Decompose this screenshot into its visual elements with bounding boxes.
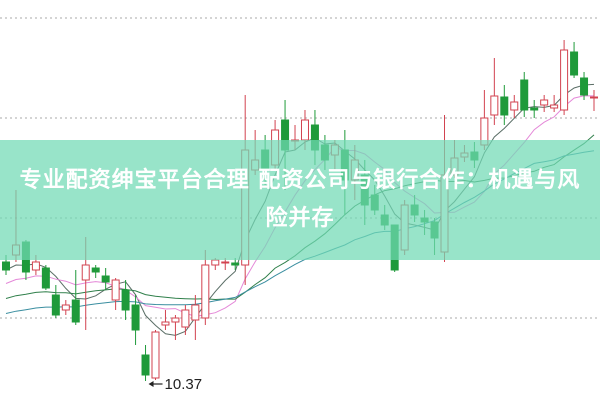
candle	[131, 295, 140, 345]
candle	[51, 285, 60, 318]
candle	[550, 95, 559, 112]
candle-body	[300, 119, 309, 141]
candle-body	[181, 309, 190, 328]
candle-body	[550, 104, 559, 109]
candle-body	[560, 49, 569, 111]
candle	[530, 100, 539, 118]
candle-body	[490, 95, 499, 116]
candle-body	[590, 96, 598, 99]
candle	[181, 305, 190, 335]
candle	[560, 40, 569, 115]
candle	[41, 265, 50, 290]
title-banner: 专业配资绅宝平台合理 配资公司与银行合作：机遇与风险并存	[0, 140, 600, 260]
candle	[201, 250, 210, 325]
candle-body	[221, 261, 230, 264]
candle	[540, 95, 549, 112]
candle	[510, 95, 519, 118]
candle	[490, 58, 499, 125]
candle	[101, 268, 110, 290]
candle-body	[520, 79, 529, 111]
candle-body	[540, 99, 549, 106]
candle	[191, 295, 200, 340]
candle-body	[91, 267, 100, 273]
candle-body	[2, 261, 10, 271]
candle	[580, 72, 589, 100]
candle	[91, 265, 100, 278]
article-title: 专业配资绅宝平台合理 配资公司与银行合作：机遇与风险并存	[19, 168, 581, 231]
candle	[231, 258, 240, 270]
candle-body	[191, 304, 200, 321]
candle-body	[510, 101, 519, 111]
candle	[161, 310, 170, 330]
candle-body	[101, 275, 110, 283]
candle-body	[41, 267, 50, 289]
candle-body	[61, 304, 70, 311]
candle	[570, 42, 579, 78]
candle	[71, 270, 80, 325]
candle-body	[171, 317, 180, 323]
candle	[211, 258, 220, 270]
candle	[590, 90, 598, 111]
candle-body	[131, 304, 140, 331]
candle	[500, 85, 509, 125]
candle-body	[530, 107, 539, 111]
candle	[61, 300, 70, 315]
candle	[141, 345, 150, 381]
candle-body	[121, 289, 130, 311]
candle-body	[201, 264, 210, 319]
candle-body	[231, 262, 240, 266]
low-annotation: 10.37	[148, 376, 203, 393]
candle	[221, 258, 230, 270]
candle-body	[111, 279, 120, 301]
candle	[171, 315, 180, 340]
candle	[520, 72, 529, 117]
candle-body	[161, 321, 170, 326]
candle-body	[81, 264, 90, 281]
candle	[111, 278, 120, 310]
candle-body	[141, 354, 150, 376]
candle-body	[31, 261, 40, 271]
candle-body	[51, 294, 60, 316]
candle-body	[211, 259, 220, 266]
candle-body	[570, 51, 579, 76]
candle-body	[500, 96, 509, 116]
candle	[121, 280, 130, 320]
annotation-arrowhead	[148, 381, 154, 387]
candle-body	[580, 77, 589, 96]
candle-body	[151, 331, 160, 379]
annotation-label: 10.37	[165, 376, 203, 393]
candle-body	[71, 299, 80, 323]
candle	[151, 330, 160, 380]
